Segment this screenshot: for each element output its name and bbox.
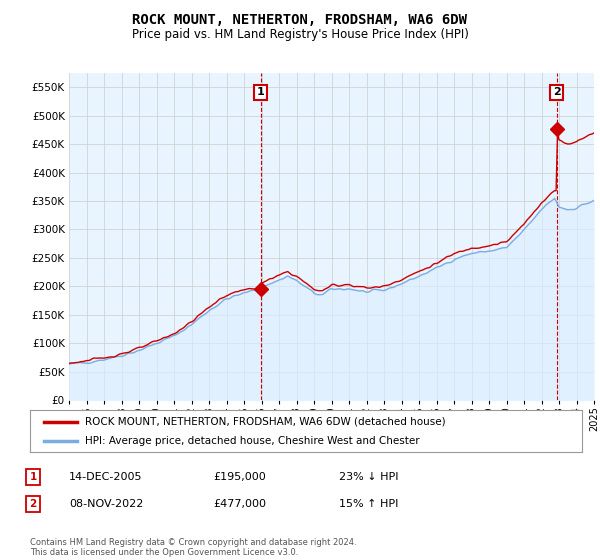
- Text: Contains HM Land Registry data © Crown copyright and database right 2024.
This d: Contains HM Land Registry data © Crown c…: [30, 538, 356, 557]
- Text: £477,000: £477,000: [213, 499, 266, 509]
- Text: ROCK MOUNT, NETHERTON, FRODSHAM, WA6 6DW (detached house): ROCK MOUNT, NETHERTON, FRODSHAM, WA6 6DW…: [85, 417, 446, 427]
- Text: 2: 2: [29, 499, 37, 509]
- Text: 14-DEC-2005: 14-DEC-2005: [69, 472, 143, 482]
- Text: 2: 2: [553, 87, 560, 97]
- Text: ROCK MOUNT, NETHERTON, FRODSHAM, WA6 6DW: ROCK MOUNT, NETHERTON, FRODSHAM, WA6 6DW: [133, 13, 467, 27]
- Text: 1: 1: [257, 87, 265, 97]
- Text: 15% ↑ HPI: 15% ↑ HPI: [339, 499, 398, 509]
- Text: 08-NOV-2022: 08-NOV-2022: [69, 499, 143, 509]
- Text: HPI: Average price, detached house, Cheshire West and Chester: HPI: Average price, detached house, Ches…: [85, 436, 420, 446]
- Text: Price paid vs. HM Land Registry's House Price Index (HPI): Price paid vs. HM Land Registry's House …: [131, 28, 469, 41]
- Text: 23% ↓ HPI: 23% ↓ HPI: [339, 472, 398, 482]
- Text: £195,000: £195,000: [213, 472, 266, 482]
- Text: 1: 1: [29, 472, 37, 482]
